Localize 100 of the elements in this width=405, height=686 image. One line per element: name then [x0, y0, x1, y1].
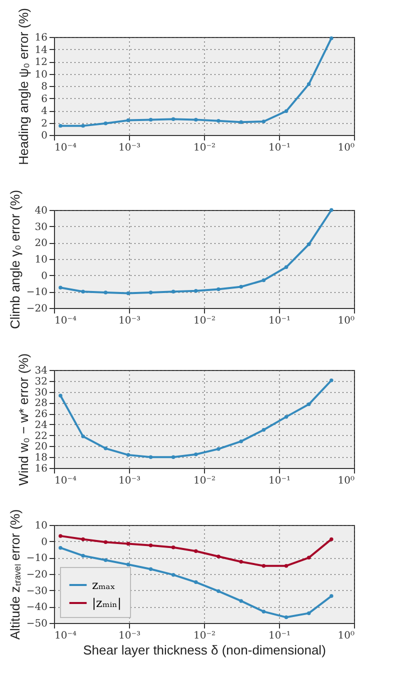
point — [148, 567, 153, 571]
y-tick-label: 12 — [34, 57, 48, 68]
point — [216, 287, 220, 292]
point — [104, 558, 108, 562]
point — [126, 562, 130, 566]
y-tick-label: 18 — [34, 452, 48, 464]
y-tick-label: 32 — [34, 376, 48, 388]
y-tick-label: 4 — [41, 106, 48, 117]
point — [126, 453, 130, 457]
x-tick-label: 10⁻⁴ — [54, 316, 77, 326]
point — [58, 534, 62, 538]
x-tick-label: 10⁻⁴ — [54, 630, 77, 642]
x-tick-label: 10⁰ — [338, 142, 354, 154]
y-tick-label: 20 — [34, 238, 48, 250]
point — [148, 544, 153, 548]
point — [284, 615, 288, 620]
x-tick-label: 10⁻³ — [118, 142, 141, 154]
y-tick-label: 14 — [34, 44, 48, 56]
y-tick-label: 26 — [34, 409, 48, 420]
point — [194, 549, 198, 553]
point — [58, 394, 62, 398]
point — [306, 82, 311, 86]
point — [284, 265, 288, 270]
y-tick-label: −10 — [26, 553, 48, 564]
y-tick-label: 0 — [41, 536, 48, 548]
point — [126, 542, 130, 546]
x-tick-label: 10⁻² — [193, 476, 216, 486]
y-axis-title: Wind w₀ − w* error (%) — [16, 353, 31, 486]
legend-label: zₘₐₓ — [92, 578, 116, 592]
point — [330, 594, 334, 598]
y-tick-label: −10 — [26, 287, 48, 298]
y-tick-label: 16 — [34, 464, 48, 474]
x-tick-label: 10⁻¹ — [268, 630, 291, 642]
point — [284, 109, 288, 113]
x-tick-label: 10⁻⁴ — [54, 476, 77, 486]
y-axis-title: Climb angle γ₀ error (%) — [7, 190, 22, 330]
point — [81, 554, 85, 558]
x-tick-label: 10⁻⁴ — [54, 142, 77, 154]
legend-label: |zₘᵢₙ| — [92, 596, 122, 610]
y-tick-label: 20 — [34, 442, 48, 453]
point — [104, 446, 108, 450]
point — [306, 402, 311, 406]
y-tick-label: 30 — [34, 222, 48, 233]
point — [216, 447, 220, 451]
point — [194, 452, 198, 456]
point — [126, 118, 130, 122]
point — [262, 610, 266, 614]
y-tick-label: 28 — [34, 398, 48, 410]
point — [58, 546, 62, 550]
point — [104, 290, 108, 294]
x-tick-label: 10⁻³ — [118, 630, 141, 642]
point — [262, 120, 266, 124]
x-tick-label: 10⁻³ — [118, 316, 141, 326]
point — [58, 124, 62, 128]
point — [239, 439, 243, 444]
y-axis-title: Altitude zₜᵣₐᵥₑₗ error (%) — [7, 509, 22, 640]
y-tick-label: 30 — [34, 387, 48, 398]
point — [239, 599, 243, 603]
y-axis-title: Heading angle ψ₀ error (%) — [16, 8, 31, 166]
y-tick-label: 6 — [41, 94, 48, 105]
point — [148, 455, 153, 459]
point — [306, 242, 311, 246]
x-tick-label: 10⁻¹ — [268, 142, 291, 154]
y-tick-label: 22 — [34, 430, 48, 442]
point — [262, 564, 266, 568]
y-tick-label: 16 — [34, 32, 48, 44]
point — [330, 537, 334, 542]
point — [104, 121, 108, 126]
point — [58, 286, 62, 290]
y-tick-label: 10 — [34, 520, 48, 532]
x-tick-label: 10⁻² — [193, 142, 216, 154]
y-tick-label: 34 — [34, 366, 48, 376]
point — [330, 208, 334, 212]
point — [284, 414, 288, 419]
point — [81, 434, 85, 438]
x-tick-label: 10⁰ — [338, 476, 354, 486]
point — [216, 119, 220, 123]
point — [216, 589, 220, 594]
point — [306, 556, 311, 560]
point — [239, 284, 243, 289]
y-tick-label: −20 — [26, 570, 48, 580]
line-series — [58, 378, 334, 459]
y-tick-label: 0 — [41, 270, 48, 282]
point — [262, 428, 266, 432]
point — [171, 572, 176, 577]
point — [171, 455, 176, 459]
x-tick-label: 10⁻² — [193, 316, 216, 326]
point — [171, 546, 176, 550]
point — [306, 611, 311, 616]
x-tick-label: 10⁰ — [338, 630, 354, 642]
y-tick-label: −40 — [26, 602, 48, 614]
point — [81, 290, 85, 294]
point — [171, 117, 176, 121]
point — [239, 560, 243, 564]
x-axis-title: Shear layer thickness δ (non-dimensional) — [83, 642, 326, 658]
x-tick-label: 10⁻² — [193, 630, 216, 642]
x-tick-label: 10⁰ — [338, 316, 354, 326]
y-tick-label: −30 — [26, 586, 48, 597]
point — [81, 124, 85, 128]
point — [148, 118, 153, 122]
